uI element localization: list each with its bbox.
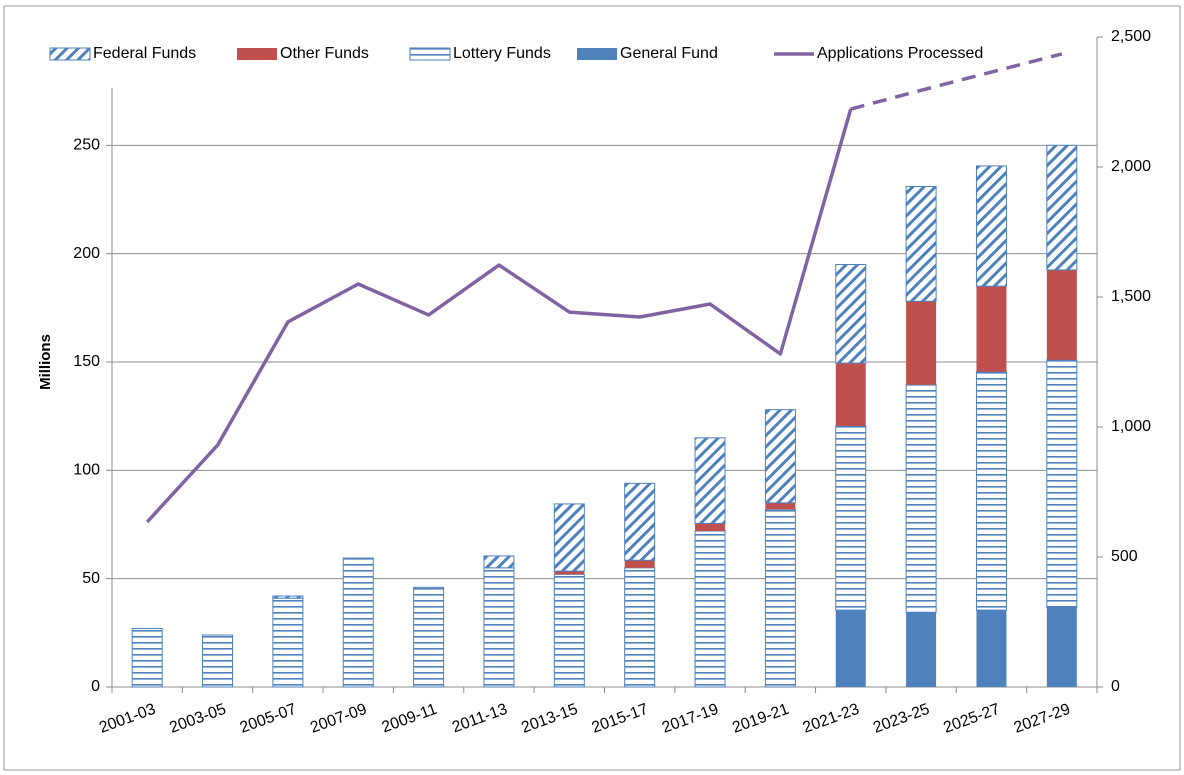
y2-tick-label: 1,500 xyxy=(1111,288,1151,305)
bar-segment xyxy=(624,482,656,561)
bar-segment xyxy=(1046,607,1077,687)
y-tick-label: 50 xyxy=(82,570,100,587)
legend-label: Lottery Funds xyxy=(453,45,551,62)
legend-swatch xyxy=(237,48,277,60)
bar-segment xyxy=(413,586,445,688)
line-projected xyxy=(850,52,1063,111)
bar-segment xyxy=(131,628,163,688)
bar-segment xyxy=(975,371,1007,611)
line xyxy=(145,108,853,524)
bar-segment xyxy=(764,508,796,688)
y-tick-label: 200 xyxy=(73,245,100,262)
y-tick-label: 150 xyxy=(73,353,100,370)
legend-label: Applications Processed xyxy=(817,45,983,62)
bar-segment xyxy=(765,502,796,510)
bar-segment xyxy=(976,610,1007,687)
bar-segment xyxy=(764,409,796,504)
legend-label: General Fund xyxy=(620,45,718,62)
legend-swatch xyxy=(577,48,617,60)
y-tick-label: 100 xyxy=(73,462,100,479)
bar-segment xyxy=(905,186,937,302)
bar-segment xyxy=(342,557,374,688)
bar-segment xyxy=(694,437,726,524)
bar-segment xyxy=(1046,269,1077,360)
y-axis-label: Millions xyxy=(37,334,54,390)
y2-tick-label: 0 xyxy=(1111,678,1120,695)
y-tick-label: 0 xyxy=(91,678,100,695)
bar-segment xyxy=(483,567,515,688)
y-tick-label: 250 xyxy=(73,137,100,154)
legend-swatch xyxy=(409,47,451,61)
bar-segment xyxy=(906,612,937,687)
bar-segment xyxy=(835,610,866,687)
bar-segment xyxy=(272,595,304,599)
y2-tick-label: 2,000 xyxy=(1111,158,1151,175)
bar-segment xyxy=(554,571,585,575)
legend-swatch xyxy=(49,47,91,61)
bar-segment xyxy=(835,425,867,611)
legend-label: Other Funds xyxy=(280,45,369,62)
bar-segment xyxy=(1046,359,1078,609)
bar-segment xyxy=(835,264,867,364)
bar-segment xyxy=(202,634,234,688)
y2-tick-label: 1,000 xyxy=(1111,418,1151,435)
bar-segment xyxy=(1046,144,1078,271)
bar-segment xyxy=(624,560,655,568)
bar-segment xyxy=(976,286,1007,372)
bar-segment xyxy=(835,363,866,426)
bar-segment xyxy=(624,567,656,688)
bar-segment xyxy=(272,597,304,688)
bar-segment xyxy=(553,573,585,688)
bar-segment xyxy=(975,165,1007,287)
bar-segment xyxy=(906,301,937,385)
bar-segment xyxy=(695,523,726,531)
bar-segment xyxy=(483,555,515,569)
y2-tick-label: 2,500 xyxy=(1111,28,1151,45)
bar-segment xyxy=(553,503,585,572)
legend-label: Federal Funds xyxy=(93,45,196,62)
bar-segment xyxy=(694,530,726,688)
y2-tick-label: 500 xyxy=(1111,548,1138,565)
bar-segment xyxy=(905,384,937,613)
